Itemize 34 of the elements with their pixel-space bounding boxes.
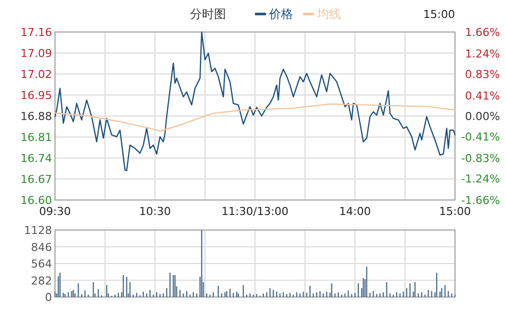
y2-tick-label: 0.83% (465, 68, 500, 81)
chart-title: 分时图 (190, 7, 226, 21)
y-tick-label: 16.81 (20, 131, 52, 144)
x-tick-label: 10:30 (139, 205, 171, 218)
y-tick-label: 17.02 (20, 68, 52, 81)
y-tick-label: 16.88 (20, 110, 52, 123)
legend-label: 均线 (316, 7, 341, 21)
legend-label: 价格 (268, 7, 293, 21)
y2-tick-label: 0.41% (465, 89, 500, 102)
y-tick-label: 1128 (24, 224, 52, 237)
y-tick-label: 282 (31, 274, 52, 288)
y-tick-label: 16.60 (20, 194, 52, 207)
line-series (54, 31, 456, 172)
y-tick-label: 16.67 (20, 173, 52, 186)
y2-tick-label: 1.24% (465, 47, 500, 60)
y-tick-label: 17.16 (20, 26, 52, 39)
y-tick-label: 564 (31, 258, 52, 270)
y2-tick-label: -0.41% (461, 130, 500, 144)
x-tick-label: 11:30/13:00 (221, 205, 289, 218)
x-tick-label: 14:00 (339, 205, 371, 218)
y2-tick-label: -1.24% (461, 172, 500, 186)
y-tick-label: 17.09 (20, 47, 52, 60)
y-tick-label: 16.95 (20, 89, 52, 102)
y2-tick-label: 0.00% (465, 110, 500, 123)
line-series (54, 103, 456, 132)
y-tick-label: 846 (31, 240, 52, 254)
y2-tick-label: 1.66% (465, 26, 500, 39)
text: 15:00 (423, 8, 455, 21)
x-tick-label: 09:30 (39, 205, 71, 218)
y2-tick-label: -0.83% (461, 152, 500, 165)
x-tick-label: 15:00 (439, 205, 471, 218)
y-tick-label: 0 (45, 291, 52, 304)
y-tick-label: 16.74 (20, 152, 52, 165)
y2-tick-label: -1.66% (461, 194, 500, 207)
